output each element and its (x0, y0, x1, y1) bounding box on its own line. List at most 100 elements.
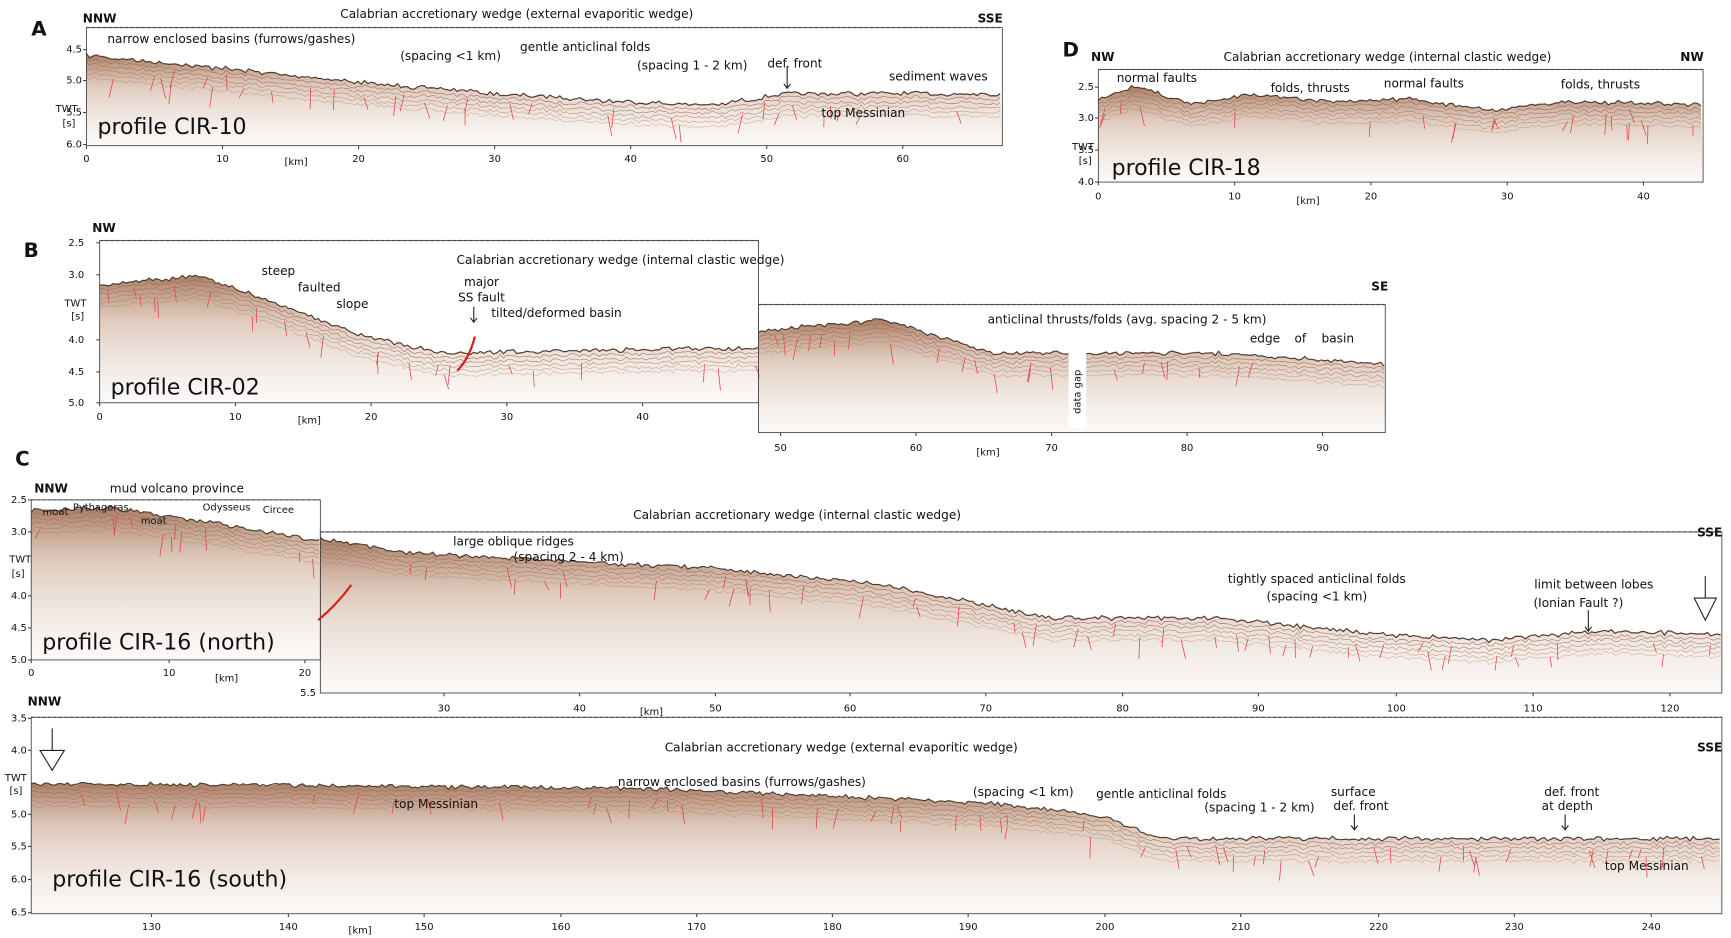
item: 190 (959, 922, 978, 933)
item: (spacing 1 - 2 km) (637, 59, 747, 73)
fault (801, 586, 805, 605)
profile: profile CIR-16 (north) (42, 630, 275, 655)
fault (1113, 370, 1118, 381)
fault (284, 320, 288, 337)
arrow (783, 66, 791, 90)
fault (435, 365, 439, 376)
fault (1004, 826, 1008, 840)
fault (1235, 366, 1240, 387)
fault (912, 597, 917, 608)
fault (209, 87, 213, 108)
fault (792, 338, 798, 360)
fault (1505, 848, 1512, 863)
twt: TWT (8, 554, 32, 565)
fault (979, 815, 982, 831)
fault (768, 590, 771, 613)
item: 70 (979, 703, 992, 714)
item: 30 (488, 154, 501, 165)
fault (737, 113, 744, 134)
reflector (31, 510, 320, 546)
section-frame (30, 716, 1723, 915)
twt: TWT (63, 298, 87, 309)
fault (363, 97, 369, 110)
item: 0 (28, 668, 34, 679)
fault (1279, 860, 1282, 881)
fault (890, 806, 895, 824)
item: edge (1250, 331, 1280, 345)
item: slope (336, 297, 368, 311)
fault (1355, 644, 1361, 662)
reflector (86, 57, 1001, 111)
fault (1166, 361, 1169, 381)
fault (169, 69, 175, 88)
fault (681, 805, 685, 825)
fault (312, 794, 315, 805)
fault (1160, 361, 1166, 378)
item: 120 (1660, 703, 1679, 714)
unit: [s] (9, 786, 22, 797)
fault (1236, 634, 1239, 652)
section-frame (758, 304, 1386, 434)
fault (1082, 820, 1085, 831)
item: 100 (1387, 703, 1406, 714)
item: 2.5 (68, 238, 84, 249)
item: 4.0 (11, 591, 27, 602)
fault (1022, 632, 1027, 648)
fault (442, 105, 448, 121)
reflector (1098, 89, 1702, 117)
fault (703, 364, 705, 383)
fault (1700, 856, 1705, 869)
title: Calabrian accretionary wedge (external e… (340, 7, 693, 21)
fault (160, 78, 167, 99)
fault (1186, 845, 1192, 858)
fault (1262, 849, 1266, 865)
item: 60 (844, 703, 857, 714)
item: 40 (624, 154, 637, 165)
item: (spacing <1 km) (973, 785, 1074, 799)
item: Circee (263, 505, 294, 516)
item: (spacing <1 km) (1266, 590, 1367, 604)
item: 60 (910, 443, 923, 454)
fault (1610, 116, 1613, 131)
fault (1373, 847, 1379, 864)
fault (543, 580, 550, 591)
right: SSE (1697, 741, 1722, 755)
fault (955, 814, 957, 831)
arrow (1561, 814, 1569, 831)
fault (670, 117, 677, 140)
fault (808, 335, 812, 352)
fault (1510, 645, 1514, 657)
item: 80 (1181, 443, 1194, 454)
twt: TWT (4, 773, 28, 784)
item: normal faults (1117, 71, 1197, 85)
fault (399, 94, 405, 112)
item: folds, thrusts (1561, 77, 1640, 91)
reflector (1098, 103, 1702, 130)
fault (792, 105, 797, 120)
reflector (30, 505, 320, 542)
item: 220 (1369, 922, 1388, 933)
fault (108, 78, 114, 98)
fault (1652, 643, 1657, 653)
fault (1368, 122, 1371, 137)
fault (513, 579, 516, 595)
item: 10 (163, 668, 176, 679)
fault (199, 802, 202, 824)
fault (1604, 114, 1607, 135)
fault (1427, 651, 1432, 671)
reflector (31, 785, 1720, 847)
arrow (469, 306, 478, 324)
item: 5.0 (11, 655, 27, 666)
fault (170, 537, 173, 552)
fault (1570, 115, 1574, 134)
fault (205, 528, 207, 551)
fault (1027, 367, 1032, 383)
fault (666, 800, 669, 812)
fault (393, 95, 397, 117)
item: 6.5 (11, 908, 27, 919)
item: 130 (142, 922, 161, 933)
fault (1142, 362, 1145, 374)
fault (179, 531, 183, 553)
fault (761, 798, 764, 818)
fault (1247, 362, 1254, 378)
